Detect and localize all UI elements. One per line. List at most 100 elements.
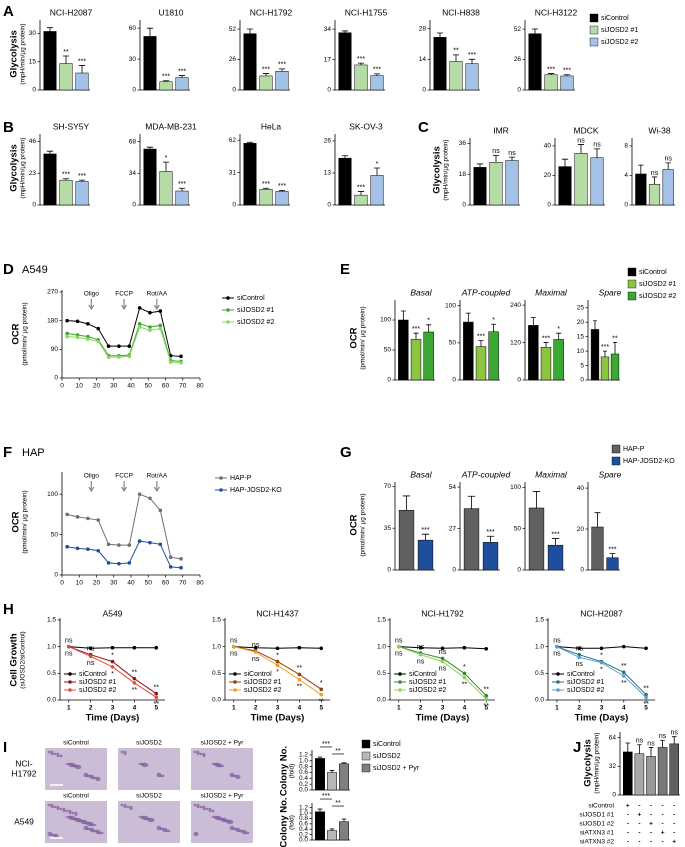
y-tick-label: 0	[232, 87, 236, 94]
x-tick-label: 4	[133, 705, 137, 712]
y-axis-label: OCR	[11, 511, 22, 532]
colony	[193, 803, 197, 807]
significance: ***	[486, 529, 494, 536]
point-label: **	[643, 701, 649, 708]
colony	[193, 750, 197, 754]
bar	[259, 189, 273, 206]
error-bar	[341, 818, 347, 822]
chart-title: MDCK	[573, 125, 598, 135]
x-tick-label: 3	[441, 705, 445, 712]
data-point	[75, 319, 80, 324]
bar	[339, 763, 349, 791]
y-axis-unit: (fold)	[289, 815, 296, 830]
chart-title: Maximal	[535, 287, 568, 297]
data-point	[117, 344, 121, 348]
significance: ***	[373, 67, 381, 74]
bar	[175, 77, 189, 91]
injection-arrow	[121, 299, 128, 311]
y-tick-label: 27	[449, 525, 457, 532]
y-tick-label: 0	[132, 202, 136, 209]
y-tick-label: 17	[324, 56, 332, 63]
point-label: ns	[553, 638, 561, 645]
error-bar	[577, 144, 585, 154]
y-tick-label: 0.6	[299, 769, 308, 776]
chart-title: A549	[22, 264, 48, 276]
data-point	[158, 323, 163, 328]
x-tick-label: 5	[319, 705, 323, 712]
data-point	[117, 561, 121, 566]
colony	[53, 833, 59, 839]
table-row-label: siATXN3 #1	[580, 830, 615, 837]
chart-title: Maximal	[535, 469, 568, 479]
y-tick-label: 52	[514, 26, 522, 33]
y-tick-label: 28	[419, 25, 427, 32]
data-point	[577, 646, 582, 651]
colony	[74, 764, 82, 770]
y-tick-label: 1.0	[47, 643, 56, 650]
error-bar	[665, 162, 671, 170]
y-tick-label: 0	[580, 377, 584, 384]
data-point	[88, 646, 93, 651]
y-axis-unit: (mpH/min/µg protein)	[20, 137, 27, 198]
data-point	[168, 360, 173, 364]
legend-label: siControl	[244, 671, 272, 678]
data-point	[96, 339, 101, 344]
chart-title: NCI-H1792	[250, 7, 293, 17]
error-bar	[467, 495, 476, 509]
y-tick-label: 0	[54, 572, 58, 579]
legend-label: siJOSD2 #1	[601, 27, 638, 34]
x-tick-label: 5	[484, 705, 488, 712]
data-point	[137, 306, 142, 310]
x-tick-label: 2	[419, 705, 423, 712]
error-bar	[660, 739, 665, 748]
error-bar	[400, 310, 406, 320]
data-point	[127, 561, 132, 565]
legend-marker	[233, 688, 237, 692]
row-label: NCI-	[15, 758, 33, 768]
significance: ***	[563, 68, 571, 75]
bar	[370, 75, 384, 91]
chart-title: SH-SY5Y	[53, 121, 90, 131]
chart-title: Spare	[599, 469, 622, 479]
error-bar	[357, 191, 365, 196]
colony	[53, 752, 57, 756]
legend-label: siJOSD2 #2	[79, 687, 116, 694]
x-tick-label: 1	[67, 705, 71, 712]
y-axis-unit: (mpH/min/µg protein)	[443, 139, 450, 200]
bar	[600, 356, 610, 381]
panel-letter: C	[418, 119, 429, 136]
point-label: ns	[395, 651, 403, 658]
y-tick-label: 0	[452, 567, 456, 574]
legend-swatch	[627, 279, 637, 289]
table-cell: +	[661, 830, 665, 837]
legend-marker	[556, 672, 560, 676]
colony	[50, 803, 54, 809]
significance: ***	[178, 181, 186, 188]
data-point	[106, 561, 111, 565]
bar	[528, 507, 545, 571]
point-label: ns	[230, 651, 238, 658]
data-point	[253, 650, 258, 654]
x-tick-label: 0	[60, 383, 64, 390]
y-tick-label: 0	[517, 377, 521, 384]
y-axis-unit: (pmol/min/ µg protein)	[360, 493, 367, 556]
chart-title: NCI-H2087	[50, 7, 93, 17]
y-tick-label: 1.0	[299, 757, 308, 764]
point-label: **	[297, 665, 303, 672]
y-tick-label: 0	[54, 375, 58, 382]
data-point	[297, 645, 302, 650]
chart-title: Wi-38	[648, 125, 670, 135]
error-bar	[278, 68, 286, 72]
bar	[275, 70, 289, 91]
error-bar	[593, 320, 597, 330]
significance: ***	[262, 181, 270, 188]
bar	[634, 753, 645, 796]
error-bar	[551, 538, 560, 546]
significance: ***	[62, 172, 70, 179]
y-tick-label: 0	[517, 87, 521, 94]
significance: **	[63, 49, 69, 56]
colony	[120, 750, 124, 754]
data-point	[132, 681, 137, 685]
bar	[560, 75, 574, 91]
data-point	[179, 354, 183, 359]
